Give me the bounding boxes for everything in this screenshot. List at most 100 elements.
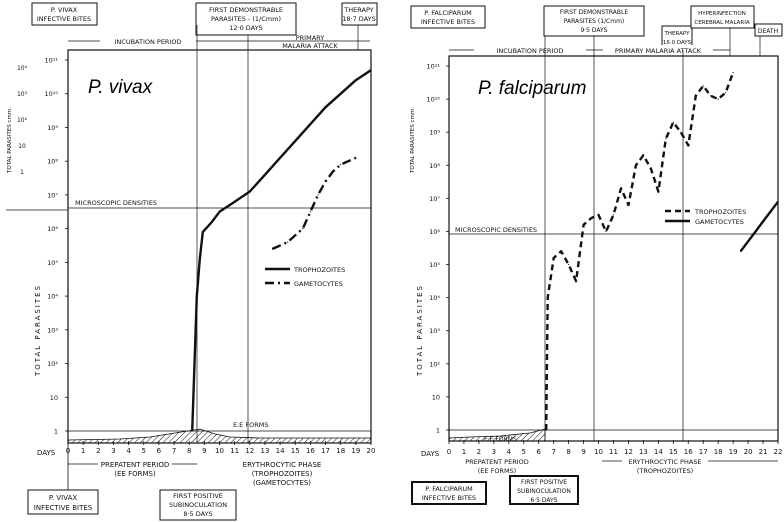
falc-therapy-line2: 16·0 DAYS <box>663 40 692 46</box>
falc-hyper-line1: HYPERINFECTION <box>698 11 746 17</box>
vivax-x-tick-label: 20 <box>367 447 376 455</box>
vivax-y-tick-label: 10¹⁰ <box>45 90 59 98</box>
falc-incubation-label: INCUBATION PERIOD <box>497 47 564 55</box>
falc-x-tick-label: 2 <box>477 448 481 456</box>
vivax-phase-line1: ERYTHROCYTIC PHASE <box>243 461 322 469</box>
falc-point <box>612 214 615 216</box>
vivax-x-tick-label: 3 <box>111 447 115 455</box>
falc-microscopic-label: MICROSCOPIC DENSITIES <box>455 226 537 234</box>
vivax-first-demo-line3: 12·0 DAYS <box>229 24 262 32</box>
falc-x-tick-label: 13 <box>639 448 648 456</box>
vivax-legend-gam-label: GAMETOCYTES <box>294 280 343 288</box>
vivax-yaxis-label-upper: TOTAL PARASITES cmm. <box>7 107 13 174</box>
vivax-title: P. vivax <box>88 77 154 98</box>
falc-attack-mask <box>603 45 713 55</box>
vivax-bottom-bites-box <box>27 489 99 515</box>
vivax-y-tick-label: 10⁹ <box>47 124 58 132</box>
vivax-first-positive-line2: SUBINOCULATION <box>169 501 227 509</box>
falc-first-demo-line3: 9·5 DAYS <box>580 27 607 34</box>
vivax-bottom-bites-line1: P. VIVAX <box>49 494 78 502</box>
falc-point <box>642 154 645 156</box>
falc-y-tick-label: 10⁷ <box>429 195 440 203</box>
falc-x-tick-label: 18 <box>714 448 723 456</box>
vivax-x-tick-label: 9 <box>202 447 206 455</box>
vivax-point <box>218 211 221 213</box>
falc-y-tick-label: 10 <box>432 393 440 401</box>
falc-point <box>605 230 607 233</box>
falc-point <box>762 220 764 223</box>
vivax-first-demo-line2: PARASITES - (1/Cmm) <box>211 15 281 23</box>
falc-point <box>710 95 712 97</box>
vivax-top-bites-box <box>31 2 98 26</box>
falc-first-positive-box <box>509 475 579 505</box>
vivax-legend-troph-label: TROPHOZOITES <box>293 266 345 274</box>
vivax-point <box>340 163 342 166</box>
vivax-point <box>196 295 198 297</box>
vivax-x-tick-label: 2 <box>96 447 100 455</box>
vivax-upper-tick-label: 10 <box>18 143 26 150</box>
falc-x-tick-label: 16 <box>684 448 693 456</box>
vivax-upper-tick-label: 10³ <box>17 91 28 98</box>
falc-x-tick-label: 20 <box>744 448 753 456</box>
falc-x-tick-label: 6 <box>536 448 541 456</box>
falc-y-tick-label: 1 <box>436 427 440 435</box>
vivax-point <box>279 157 281 159</box>
falc-x-tick-label: 0 <box>447 448 451 456</box>
vivax-attack-line2: MALARIA ATTACK <box>282 42 338 50</box>
vivax-phase-line3: (GAMETOCYTES) <box>253 479 311 487</box>
falc-point <box>582 224 585 226</box>
falc-x-tick-label: 22 <box>774 448 783 456</box>
falc-legend-gam-label: GAMETOCYTES <box>695 218 744 226</box>
vivax-x-tick-label: 18 <box>336 447 345 455</box>
vivax-y-tick-label: 10⁴ <box>47 293 58 301</box>
falc-ee-label: E.E FORMS <box>484 436 517 443</box>
falc-death-label: DEATH <box>758 28 778 35</box>
vivax-series-trophozoites <box>191 69 372 432</box>
falc-first-demo-line2: PARASITES (1/Cmm) <box>564 18 625 25</box>
vivax-first-positive-line1: FIRST POSITIVE <box>173 492 223 500</box>
falc-point <box>650 167 652 170</box>
falc-point <box>560 250 562 252</box>
vivax-days-label: DAYS <box>37 449 56 457</box>
vivax-point <box>317 194 319 196</box>
falc-series <box>545 72 779 431</box>
falc-point <box>702 85 704 87</box>
falc-x-tick-label: 21 <box>759 448 768 456</box>
falc-days-label: DAYS <box>421 450 440 458</box>
falc-top-bites-line2: INFECTIVE BITES <box>421 18 475 26</box>
vivax-point <box>249 190 251 193</box>
falc-hyper-box <box>690 5 755 29</box>
falc-point <box>740 250 742 252</box>
falc-point <box>777 201 779 203</box>
vivax-first-positive-line3: 8·5 DAYS <box>183 510 212 518</box>
chart-falciparum: P. FALCIPARUM INFECTIVE BITES FIRST DEMO… <box>410 5 783 505</box>
falc-point <box>769 211 772 213</box>
falc-y-tick-label: 10¹¹ <box>427 63 441 71</box>
vivax-x-tick-label: 16 <box>306 447 315 455</box>
falc-point <box>657 191 659 193</box>
vivax-first-positive-box <box>159 489 237 521</box>
vivax-therapy-box <box>341 2 378 26</box>
vivax-x-tick-label: 14 <box>276 447 285 455</box>
vivax-y-ticks-upper: 10⁴ 10³ 10² 10 1 <box>17 65 28 176</box>
vivax-point <box>355 157 357 159</box>
falc-prepatent-line2: (EE FORMS) <box>478 467 516 475</box>
vivax-yaxis-label: TOTAL PARASITES <box>34 284 42 377</box>
vivax-point <box>324 180 327 183</box>
falc-x-tick-label: 7 <box>551 448 555 456</box>
vivax-point <box>340 93 342 95</box>
vivax-x-tick-label: 7 <box>172 447 176 455</box>
falc-x-tick-label: 8 <box>566 448 570 456</box>
falc-point <box>725 91 727 94</box>
vivax-microscopic-label: MICROSCOPIC DENSITIES <box>75 199 157 207</box>
falc-phase-line2: (TROPHOZOITES) <box>637 467 693 475</box>
vivax-ee-label: E.E FORMS <box>233 421 268 429</box>
vivax-y-tick-label: 10 <box>50 394 58 402</box>
falc-x-tick-label: 14 <box>654 448 663 456</box>
falc-point <box>627 204 630 206</box>
falc-top-bites-line1: P. FALCIPARUM <box>424 9 472 17</box>
falc-incubation-mask <box>474 45 586 55</box>
falc-x-tick-label: 5 <box>522 448 526 456</box>
falc-point <box>665 138 667 140</box>
